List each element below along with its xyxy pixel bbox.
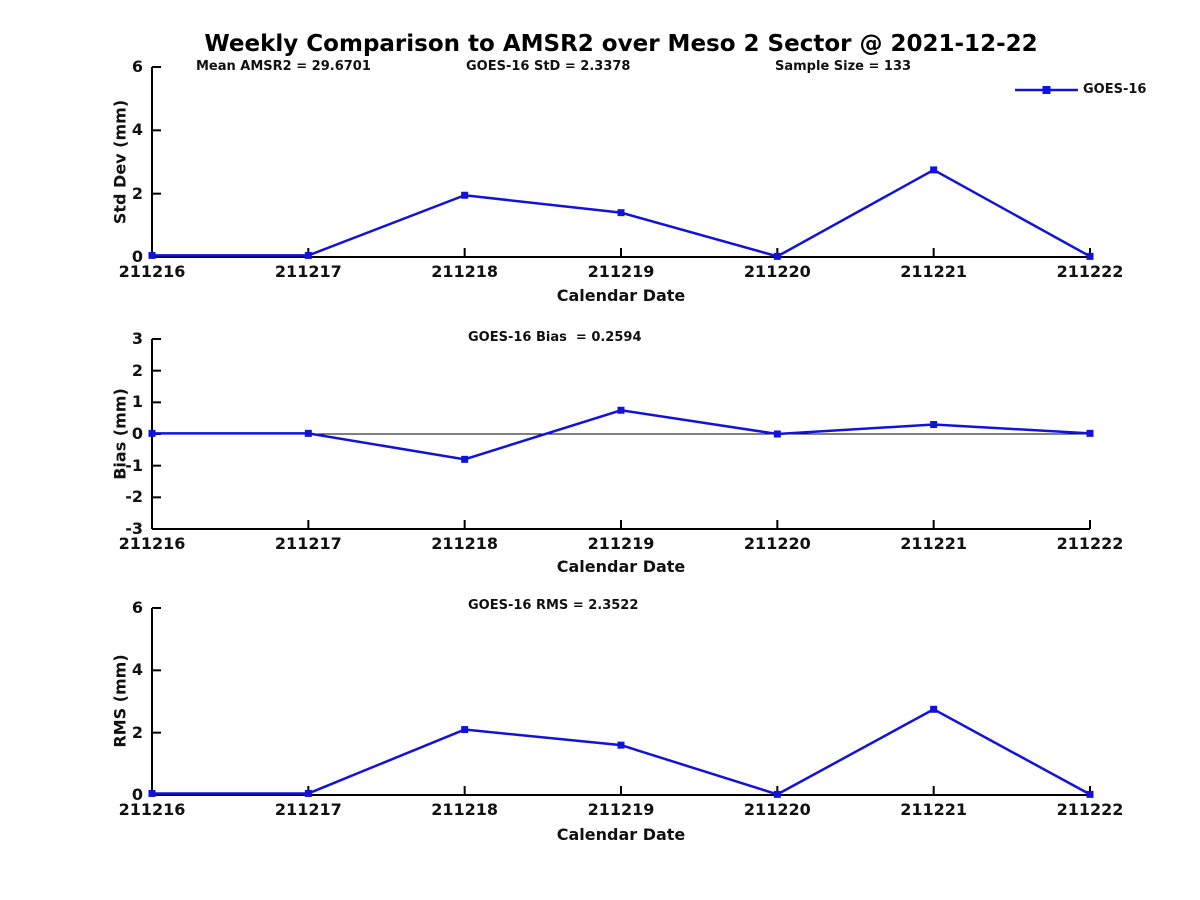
rms-panel-x-tick-label: 211219 — [587, 800, 655, 819]
rms-panel-y-tick-label: 4 — [131, 660, 143, 680]
bias-panel-marker — [1086, 429, 1094, 437]
rms-panel-marker — [1086, 790, 1094, 798]
std-dev-panel-x-tick-label: 211220 — [743, 262, 811, 281]
rms-panel-x-tick-label: 211221 — [900, 800, 968, 819]
bias-panel-x-tick-label: 211216 — [118, 534, 186, 553]
bias-panel-y-tick-label: 3 — [131, 329, 143, 348]
bias-panel-marker — [148, 429, 156, 437]
std-dev-panel-y-tick-label: 0 — [131, 247, 143, 266]
stat-mean-amsr2: Mean AMSR2 = 29.6701 — [196, 59, 371, 74]
x-axis-label-bottom: Calendar Date — [556, 825, 686, 844]
bias-panel-marker — [617, 406, 625, 414]
bias-panel-x-tick-label: 211218 — [431, 534, 499, 553]
stat-goes16-std: GOES-16 StD = 2.3378 — [466, 59, 631, 74]
rms-panel-marker — [148, 789, 156, 797]
bias-panel-y-tick-label: 0 — [131, 424, 143, 443]
chart-title: Weekly Comparison to AMSR2 over Meso 2 S… — [204, 31, 1038, 57]
legend-marker — [1042, 86, 1051, 94]
rms-panel-marker — [773, 790, 781, 798]
rms-panel-marker — [617, 741, 625, 749]
std-dev-panel-marker — [1086, 252, 1094, 260]
rms-panel-x-tick-label: 211218 — [431, 800, 499, 819]
std-dev-panel-y-tick-label: 2 — [131, 183, 143, 203]
bias-panel-x-tick-label: 211221 — [900, 534, 968, 553]
std-dev-panel-marker — [461, 191, 469, 199]
bias-panel-marker — [461, 455, 469, 463]
rms-panel-marker — [461, 726, 469, 734]
rms-panel-x-tick-label: 211216 — [118, 800, 186, 819]
bias-panel-marker — [930, 421, 938, 428]
annotation-bias: GOES-16 Bias = 0.2594 — [468, 330, 642, 345]
bias-panel-marker — [773, 430, 781, 438]
bias-panel-y-tick-label: 1 — [131, 392, 143, 412]
std-dev-panel-marker — [617, 209, 625, 217]
std-dev-panel-y-tick-label: 6 — [131, 57, 143, 76]
annotation-rms: GOES-16 RMS = 2.3522 — [468, 598, 639, 613]
std-dev-panel-marker — [930, 166, 938, 174]
std-dev-panel-marker — [773, 252, 781, 260]
rms-panel-x-tick-label: 211217 — [274, 800, 342, 819]
bias-panel-x-tick-label: 211220 — [743, 534, 811, 553]
bias-panel-x-tick-label: 211217 — [274, 534, 342, 553]
bias-panel-marker — [304, 429, 312, 437]
std-dev-panel-x-tick-label: 211221 — [900, 262, 968, 281]
bias-panel-y-tick-label: 2 — [131, 360, 143, 380]
std-dev-panel-marker — [304, 251, 312, 259]
rms-panel-y-tick-label: 6 — [131, 598, 143, 617]
rms-panel-series-line — [152, 707, 1091, 796]
bias-panel-x-tick-label: 211219 — [587, 534, 655, 553]
std-dev-panel-x-tick-label: 211219 — [587, 262, 655, 281]
rms-panel-marker — [930, 705, 938, 713]
bias-panel-y-tick-label: -3 — [125, 519, 143, 538]
std-dev-panel-x-tick-label: 211218 — [431, 262, 499, 281]
rms-panel-x-tick-label: 211220 — [743, 800, 811, 819]
std-dev-panel-marker — [148, 251, 156, 259]
x-axis-label-middle: Calendar Date — [556, 557, 686, 576]
bias-panel-y-tick-label: -2 — [125, 487, 143, 507]
rms-panel-y-tick-label: 2 — [131, 722, 143, 742]
x-axis-label-top: Calendar Date — [556, 286, 686, 305]
bias-panel-x-tick-label: 211222 — [1056, 534, 1124, 553]
std-dev-panel-x-tick-label: 211217 — [274, 262, 342, 281]
std-dev-panel-x-tick-label: 211222 — [1056, 262, 1124, 281]
bias-panel-y-tick-label: -1 — [125, 455, 143, 475]
rms-panel-marker — [304, 789, 312, 797]
rms-panel-y-tick-label: 0 — [131, 785, 143, 804]
std-dev-panel-x-tick-label: 211216 — [118, 262, 186, 281]
stat-sample-size: Sample Size = 133 — [775, 59, 912, 74]
legend-label-goes16: GOES-16 — [1083, 82, 1147, 97]
rms-panel-x-tick-label: 211222 — [1056, 800, 1124, 819]
bias-panel-series-line — [152, 408, 1091, 461]
std-dev-panel-y-tick-label: 4 — [131, 120, 143, 140]
